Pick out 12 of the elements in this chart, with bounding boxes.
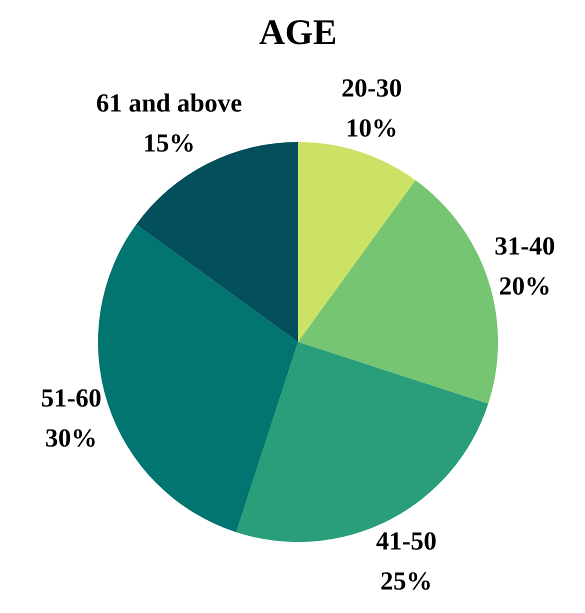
data-label: 30%	[45, 424, 98, 453]
pie-slice	[298, 142, 416, 342]
slice-label: 41-50	[376, 526, 437, 556]
slice-label: 51-60	[40, 384, 102, 413]
data-label: 10%	[346, 114, 398, 143]
slice-label: 20-30	[341, 74, 402, 103]
data-label: 15%	[143, 128, 196, 158]
slice-label: 31-40	[494, 231, 556, 260]
data-label: 25%	[380, 566, 432, 596]
data-label: 20%	[498, 271, 551, 300]
chart-title: AGE	[258, 12, 338, 52]
slice-label: 61 and above	[96, 88, 242, 118]
